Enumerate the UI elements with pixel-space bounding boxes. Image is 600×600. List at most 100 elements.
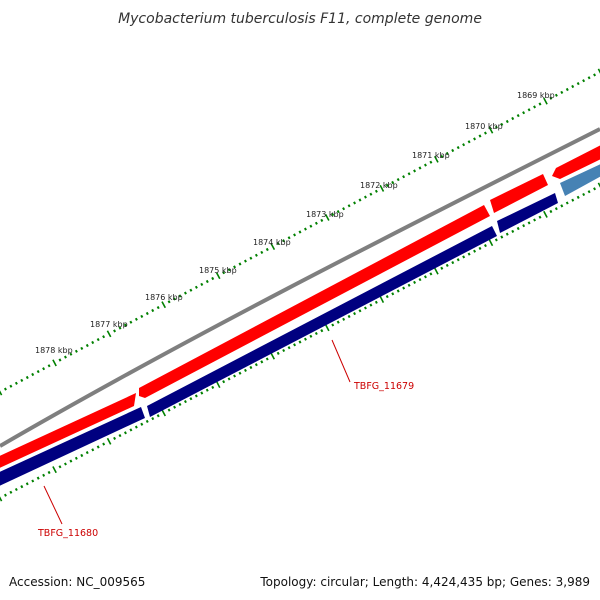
tick-label: 1873 kbp (306, 210, 344, 219)
minor-tick (418, 278, 422, 282)
gene-other[interactable] (560, 162, 600, 196)
gene-reverse[interactable] (497, 193, 558, 233)
minor-tick (184, 291, 187, 295)
minor-tick (47, 364, 51, 368)
minor-tick (418, 166, 422, 170)
major-tick (52, 359, 57, 367)
minor-tick (287, 236, 291, 240)
minor-tick (189, 397, 193, 401)
minor-tick (396, 289, 400, 293)
gene-reverse[interactable] (147, 226, 497, 417)
minor-tick (342, 207, 346, 211)
minor-tick (140, 314, 144, 318)
minor-tick (9, 384, 13, 388)
minor-tick (516, 226, 520, 231)
minor-tick (494, 238, 498, 242)
minor-tick (445, 263, 449, 267)
minor-tick (238, 262, 242, 266)
minor-tick (184, 400, 187, 404)
major-tick (215, 272, 221, 280)
minor-tick (374, 300, 378, 304)
minor-tick (156, 414, 160, 418)
minor-tick (244, 368, 247, 372)
minor-tick (396, 178, 400, 182)
minor-tick (309, 334, 313, 338)
major-tick (379, 295, 385, 303)
gene-label[interactable]: TBFG_11680 (37, 528, 98, 539)
minor-tick (369, 303, 373, 307)
minor-tick (69, 459, 73, 463)
gene-forward[interactable] (490, 174, 548, 213)
minor-tick (342, 317, 346, 321)
minor-tick (124, 323, 127, 327)
major-tick (597, 182, 600, 188)
minor-tick (298, 340, 302, 344)
minor-tick (320, 218, 324, 222)
minor-tick (505, 119, 509, 124)
minor-tick (347, 314, 351, 319)
outer-tick-ring (0, 68, 600, 396)
minor-tick (205, 279, 209, 284)
gene-label[interactable]: TBFG_11679 (353, 381, 414, 392)
minor-tick (587, 76, 591, 80)
minor-tick (511, 229, 515, 233)
minor-tick (391, 292, 395, 296)
major-tick (379, 184, 385, 192)
minor-tick (576, 195, 580, 199)
inner-tick-ring (0, 182, 600, 502)
gene-forward[interactable] (552, 143, 600, 179)
accession-text: Accession: NC_009565 (9, 575, 145, 589)
minor-tick (74, 349, 78, 353)
minor-tick (385, 295, 389, 299)
minor-tick (331, 212, 335, 217)
gene-label-leader (331, 339, 351, 383)
minor-tick (576, 82, 580, 86)
minor-tick (358, 309, 362, 313)
major-tick (597, 68, 600, 74)
minor-tick (4, 493, 7, 497)
minor-tick (505, 232, 509, 236)
minor-tick (440, 266, 444, 270)
minor-tick (91, 448, 95, 452)
minor-tick (134, 425, 138, 429)
minor-tick (151, 308, 155, 313)
gene-forward[interactable] (139, 205, 490, 398)
minor-tick (565, 87, 569, 92)
minor-tick (233, 374, 236, 378)
minor-tick (451, 148, 455, 153)
minor-tick (118, 326, 122, 330)
minor-tick (462, 255, 466, 259)
minor-tick (331, 323, 335, 327)
minor-tick (85, 343, 89, 348)
tick-label: 1876 kbp (145, 293, 183, 302)
minor-tick (276, 242, 280, 246)
minor-tick (402, 286, 406, 290)
minor-tick (527, 108, 531, 112)
minor-tick (538, 215, 542, 219)
gene-reverse[interactable] (0, 407, 145, 488)
minor-tick (254, 253, 258, 257)
minor-tick (178, 402, 182, 406)
minor-tick (167, 300, 171, 304)
minor-tick (456, 258, 460, 262)
minor-tick (178, 294, 182, 298)
major-tick (543, 210, 548, 218)
major-tick (543, 97, 548, 105)
minor-tick (369, 192, 373, 196)
minor-tick (194, 285, 198, 289)
minor-tick (194, 394, 198, 398)
minor-tick (571, 198, 575, 202)
minor-tick (456, 146, 460, 150)
minor-tick (467, 252, 471, 256)
minor-tick (549, 209, 553, 214)
minor-tick (522, 111, 526, 115)
gene-forward[interactable] (0, 393, 136, 470)
genome-title: Mycobacterium tuberculosis F11, complete… (118, 11, 482, 27)
minor-tick (31, 372, 35, 377)
tick-label: 1878 kbp (35, 346, 73, 355)
minor-tick (113, 436, 116, 440)
reverse-strand-track (0, 162, 600, 488)
minor-tick (385, 183, 389, 188)
minor-tick (25, 482, 29, 486)
